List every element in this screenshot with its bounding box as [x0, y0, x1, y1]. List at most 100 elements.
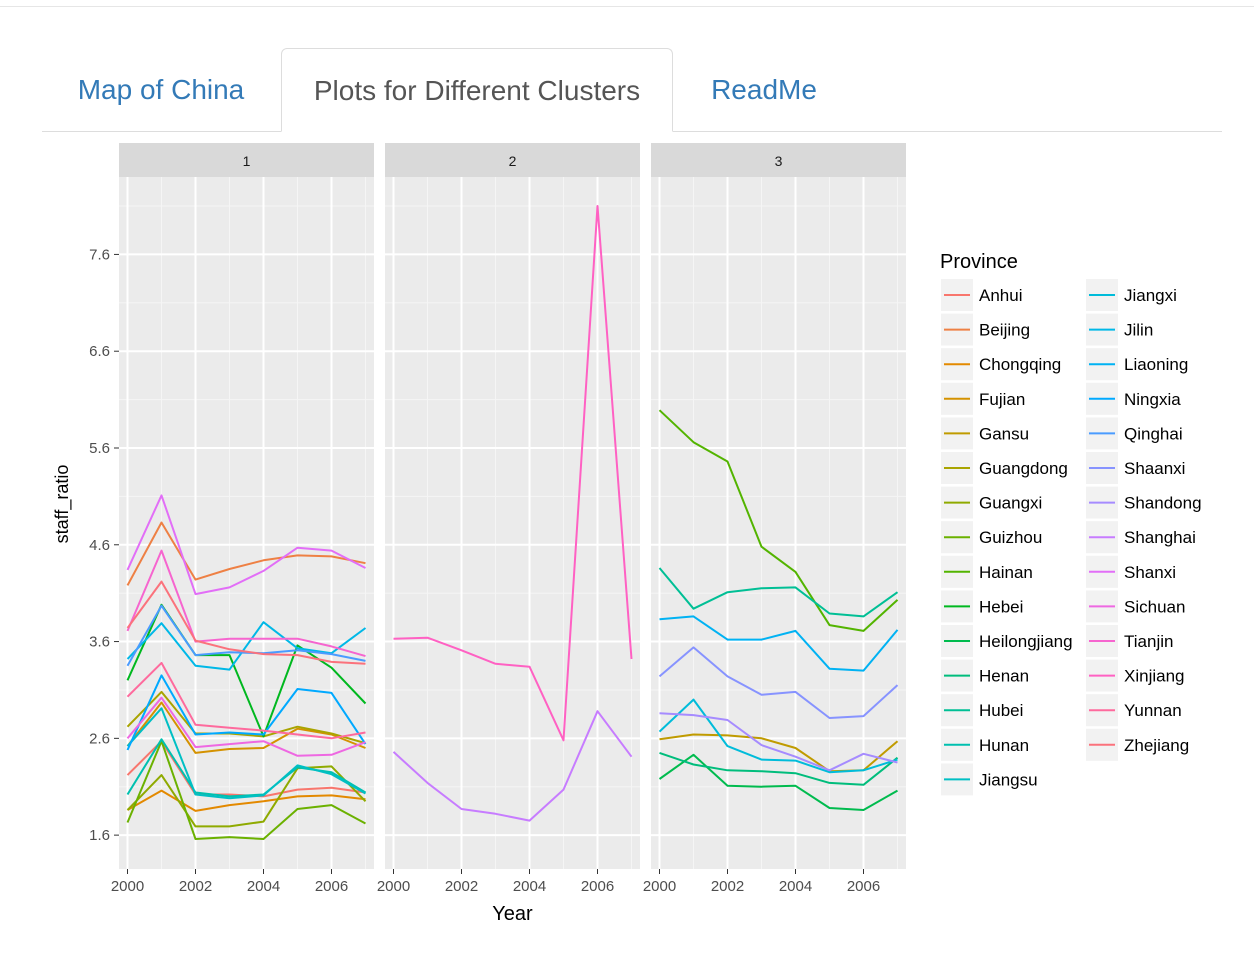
legend-item-gansu: Gansu — [941, 417, 1029, 450]
legend-item-qinghai: Qinghai — [1086, 417, 1183, 450]
legend-label: Guizhou — [979, 528, 1042, 547]
legend-item-shanghai: Shanghai — [1086, 521, 1196, 554]
legend-label: Gansu — [979, 424, 1029, 443]
series-line-sichuan — [126, 696, 366, 757]
legend-label: Guangdong — [979, 459, 1068, 478]
legend-item-shaanxi: Shaanxi — [1086, 452, 1185, 484]
legend-item-xinjiang: Xinjiang — [1086, 659, 1185, 692]
legend-item-hebei: Hebei — [941, 590, 1023, 623]
series-line-ningxia — [126, 674, 367, 751]
series-line-beijing — [126, 521, 366, 586]
legend-label: Yunnan — [1124, 701, 1182, 720]
y-axis-label: staff_ratio — [52, 465, 73, 544]
legend-label: Shanxi — [1124, 563, 1176, 582]
legend: Province Anhui Beijing Chongqing Fujian Gans… — [940, 251, 1202, 796]
tab-map-of-china[interactable]: Map of China — [77, 74, 245, 105]
legend-label: Heilongjiang — [979, 632, 1073, 651]
legend-item-zhejiang: Zhejiang — [1086, 728, 1189, 761]
legend-item-anhui: Anhui — [941, 279, 1022, 311]
y-tick-label: 7.6 — [89, 246, 110, 263]
x-axes: 2000 2002 2004 2006 2000 2002 2004 2006 2000 2002… — [111, 869, 880, 895]
x-tick-label: 2006 — [315, 878, 348, 895]
y-tick-label: 3.6 — [89, 634, 110, 651]
panel-1: 1 — [119, 143, 374, 869]
legend-label: Jiangxi — [1124, 286, 1177, 305]
legend-item-yunnan: Yunnan — [1086, 694, 1182, 727]
legend-label: Chongqing — [979, 355, 1061, 374]
legend-item-jilin: Jilin — [1086, 313, 1153, 346]
x-tick-label: 2000 — [377, 878, 410, 895]
legend-label: Hubei — [979, 701, 1023, 720]
x-axis-label: Year — [492, 903, 533, 925]
legend-label: Hebei — [979, 597, 1023, 616]
facet-strip-label: 2 — [509, 153, 517, 169]
legend-label: Henan — [979, 667, 1029, 686]
series-line-yunnan — [126, 661, 366, 740]
legend-item-guangxi: Guangxi — [941, 486, 1042, 519]
tab-readme[interactable]: ReadMe — [711, 74, 817, 105]
panel-2: 2 — [385, 143, 640, 869]
series-line-hunan — [126, 738, 367, 798]
legend-label: Guangxi — [979, 494, 1042, 513]
x-tick-label: 2002 — [179, 878, 212, 895]
legend-label: Jiangsu — [979, 770, 1038, 789]
series-line-xinjiang — [393, 205, 633, 742]
tab-plots-for-different-clusters[interactable]: Plots for Different Clusters — [281, 48, 673, 132]
series-line-chongqing — [127, 789, 366, 812]
series-line-shanxi — [126, 494, 366, 596]
legend-label: Hainan — [979, 563, 1033, 582]
series-line-tianjin — [126, 549, 366, 658]
legend-label: Xinjiang — [1124, 667, 1185, 686]
panel-background — [385, 177, 640, 869]
series-line-henan — [659, 751, 899, 786]
series-line-shaanxi — [658, 646, 899, 719]
legend-item-hubei: Hubei — [941, 694, 1023, 727]
series-line-fujian — [126, 701, 366, 754]
legend-label: Tianjin — [1124, 632, 1173, 651]
panel-background — [651, 177, 906, 869]
legend-item-jiangsu: Jiangsu — [941, 763, 1038, 796]
legend-item-tianjin: Tianjin — [1086, 625, 1173, 657]
legend-label: Shandong — [1124, 494, 1202, 513]
top-divider — [0, 6, 1254, 7]
facet-strip — [651, 143, 906, 177]
legend-label: Sichuan — [1124, 597, 1185, 616]
y-tick-label: 5.6 — [89, 440, 110, 457]
legend-label: Zhejiang — [1124, 736, 1189, 755]
series-line-guangdong — [126, 690, 366, 745]
legend-item-henan: Henan — [941, 659, 1029, 692]
y-tick-label: 1.6 — [89, 827, 110, 844]
legend-item-ningxia: Ningxia — [1086, 382, 1181, 415]
series-line-hubei — [658, 567, 899, 618]
legend-item-heilongjiang: Heilongjiang — [941, 625, 1073, 657]
legend-item-beijing: Beijing — [941, 313, 1030, 346]
x-tick-label: 2000 — [643, 878, 676, 895]
x-tick-label: 2006 — [847, 878, 880, 895]
y-tick-label: 2.6 — [89, 730, 110, 747]
legend-label: Anhui — [979, 286, 1022, 305]
tab-bar: Map of China Plots for Different Cluster… — [42, 48, 1222, 132]
y-tick-label: 4.6 — [89, 537, 110, 554]
facet-panels: 1 2 3 — [119, 143, 906, 869]
legend-item-liaoning: Liaoning — [1086, 348, 1188, 381]
series-line-liaoning — [659, 615, 899, 672]
legend-label: Fujian — [979, 390, 1025, 409]
legend-item-chongqing: Chongqing — [941, 348, 1061, 381]
legend-item-sichuan: Sichuan — [1086, 590, 1185, 623]
legend-label: Beijing — [979, 321, 1030, 340]
facet-strip-label: 3 — [775, 153, 783, 169]
legend-label: Ningxia — [1124, 390, 1181, 409]
x-tick-label: 2004 — [513, 878, 546, 895]
series-line-zhejiang — [126, 580, 366, 665]
series-line-heilongjiang — [658, 753, 898, 811]
x-tick-label: 2004 — [247, 878, 280, 895]
legend-item-hunan: Hunan — [941, 728, 1029, 761]
legend-item-guizhou: Guizhou — [941, 521, 1042, 554]
legend-item-shandong: Shandong — [1086, 486, 1202, 519]
legend-item-fujian: Fujian — [941, 382, 1025, 415]
series-line-jiangsu — [126, 707, 366, 800]
y-axis: 1.6 2.6 3.6 4.6 5.6 6.6 7.6 — [89, 246, 119, 844]
series-line-jiangxi — [658, 698, 898, 774]
series-line-jilin — [126, 621, 367, 671]
